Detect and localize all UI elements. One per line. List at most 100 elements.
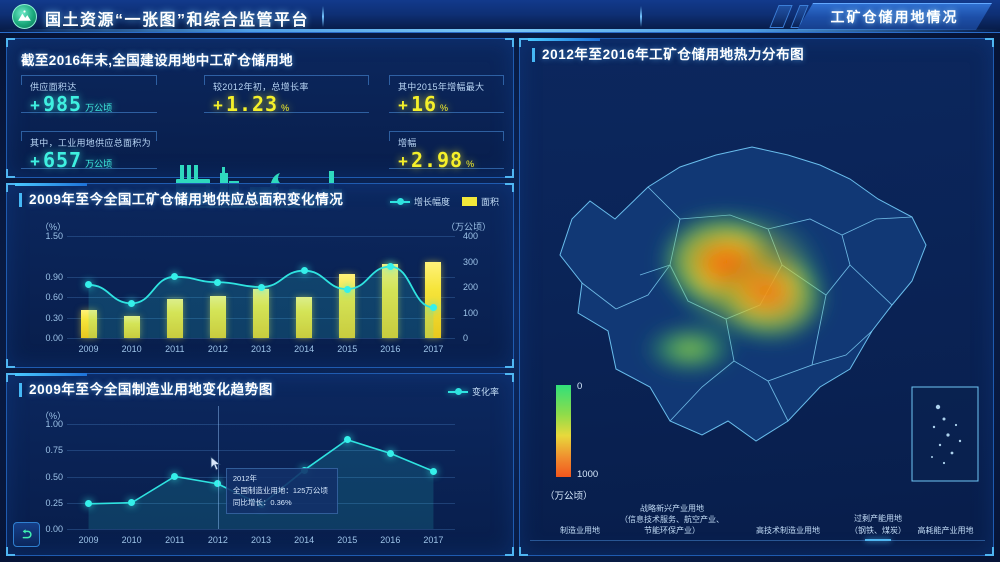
line-chart-plot: 0.00 0.25 0.50 0.75 1.00 2009 2010 2011 2012 2013…: [45, 406, 455, 545]
x-tick: 2011: [165, 344, 185, 354]
y-tick-right: 300: [463, 256, 479, 267]
south-china-sea-inset: [911, 386, 979, 482]
manufacturing-trend-panel: 2009年至今全国制造业用地变化趋势图 变化率 （%） 0.00 0.25 0.50…: [6, 373, 514, 556]
legend-label: 增长幅度: [413, 197, 450, 207]
bar-left-axis-unit: （%）: [40, 222, 67, 232]
corner-decor: [505, 38, 514, 47]
legend-item-area[interactable]: 面积: [461, 195, 499, 208]
bar-column: [166, 299, 183, 338]
supply-area-chart-panel: 2009年至今全国工矿仓储用地供应总面积变化情况 增长幅度 面积 （%） （万公…: [6, 183, 514, 368]
category-strategic-emerging[interactable]: 战略新兴产业用地 （信息技术服务、航空产业、 节能环保产业）: [620, 503, 724, 535]
x-tick: 2016: [380, 344, 401, 354]
corner-decor: [6, 359, 15, 368]
x-tick: 2009: [78, 535, 99, 545]
x-tick: 2016: [380, 535, 401, 545]
kpi-value: 2.98: [410, 148, 464, 172]
kpi-value: 16: [410, 92, 438, 116]
page-tab-mining-storage[interactable]: 工矿仓储用地情况: [797, 3, 992, 30]
kpi-value: 1.23: [225, 92, 279, 116]
corner-decor: [6, 547, 15, 556]
line-chart-title: 2009年至今全国制造业用地变化趋势图: [19, 383, 273, 397]
y-tick-left: 0.00: [45, 333, 63, 343]
data-point: [300, 267, 308, 275]
corner-decor: [505, 183, 514, 192]
legend-label: 面积: [480, 197, 499, 207]
bar-column: [425, 261, 442, 338]
undo-arrow-icon: [22, 529, 32, 539]
y-tick-left: 0.90: [45, 271, 63, 282]
bar-chart-legend: 增长幅度 面积: [389, 195, 499, 208]
kpi-unit: 万公顷: [85, 159, 113, 169]
map-title: 2012年至2016年工矿仓储用地热力分布图: [532, 48, 804, 62]
y-tick-left: 0.60: [45, 292, 63, 303]
category-overcapacity[interactable]: 过剩产能用地 （钢铁、煤炭）: [818, 514, 938, 536]
kpi-value: 985: [42, 92, 83, 116]
x-tick: 2009: [78, 344, 99, 354]
panel-tab-decor: [15, 373, 87, 376]
bar-right-axis-unit: （万公顷）: [445, 222, 491, 232]
kpi-plus: +: [213, 96, 223, 115]
app-title: 国土资源“一张图”和综合监管平台: [45, 12, 310, 29]
y-tick-right: 0: [463, 333, 469, 343]
y-tick-right: 100: [463, 307, 479, 318]
x-tick: 2012: [207, 344, 228, 354]
bar-chart-plot: 0.00 0.30 0.60 0.90 1.50 0 100 200 300 400 2009 201…: [45, 231, 478, 354]
data-point: [386, 263, 394, 271]
bar-column: [296, 297, 313, 338]
x-tick: 2015: [337, 344, 358, 354]
data-point: [171, 273, 179, 281]
category-manufacturing[interactable]: 制造业用地: [560, 525, 600, 535]
kpi-label: 其中2015年增幅最大: [398, 82, 485, 92]
scale-min-label: 1000: [577, 469, 599, 480]
kpi-plus: +: [30, 96, 40, 115]
bar-column: [209, 295, 226, 338]
y-tick-left: 1.50: [45, 231, 63, 241]
y-tick-right: 400: [463, 231, 479, 241]
heatmap-panel: 2012年至2016年工矿仓储用地热力分布图: [519, 38, 994, 556]
y-tick-right: 200: [463, 282, 479, 292]
mountain-logo-icon: [12, 4, 37, 29]
category-high-tech-manufacturing[interactable]: 高技术制造业用地: [756, 525, 820, 535]
china-heatmap[interactable]: [520, 69, 995, 499]
x-tick: 2014: [294, 344, 315, 354]
tooltip-line: 全国制造业用地：125万公顷: [232, 486, 328, 496]
y-tick: 0.50: [45, 471, 63, 482]
chart-tooltip: 2012年 全国制造业用地：125万公顷 同比增长：0.36%: [225, 468, 338, 515]
kpi-unit: %: [440, 103, 449, 113]
x-tick: 2013: [250, 344, 271, 354]
line-marker-icon: [389, 198, 410, 205]
corner-decor: [505, 169, 514, 178]
corner-decor: [505, 373, 514, 382]
x-tick: 2017: [423, 344, 444, 354]
bar-column: [123, 316, 140, 338]
category-high-energy[interactable]: 高耗能产业用地: [917, 525, 974, 535]
kpi-card-supply-area: 供应面积达 + 985 万公顷: [21, 75, 157, 116]
data-point: [343, 285, 351, 293]
line-axis-unit: （%）: [40, 411, 67, 421]
data-point: [171, 473, 179, 480]
y-tick: 1.00: [45, 419, 63, 429]
page-tab-label: 工矿仓储用地情况: [830, 9, 959, 25]
legend-item-growth-rate[interactable]: 增长幅度: [389, 195, 450, 208]
x-tick: 2010: [121, 535, 142, 545]
back-button[interactable]: [13, 522, 40, 547]
legend-item-change-rate[interactable]: 变化率: [447, 385, 499, 398]
x-tick: 2014: [294, 535, 315, 545]
bar-column: [339, 273, 356, 338]
x-tick: 2011: [165, 535, 185, 545]
y-tick: 0.75: [45, 445, 63, 456]
corner-decor: [519, 38, 528, 47]
header-divider: [322, 6, 324, 27]
grid-line: [67, 529, 455, 530]
kpi-unit: %: [281, 103, 290, 113]
panel-tab-decor: [15, 183, 87, 186]
kpi-plus: +: [30, 152, 40, 171]
bar-column: [382, 264, 399, 338]
line-marker-icon: [447, 388, 468, 395]
mouse-cursor-icon: [210, 455, 221, 476]
corner-decor: [6, 169, 15, 178]
data-point: [257, 283, 265, 291]
corner-decor: [519, 547, 528, 556]
grid-line: [67, 276, 455, 278]
y-tick: 0.25: [45, 497, 63, 508]
